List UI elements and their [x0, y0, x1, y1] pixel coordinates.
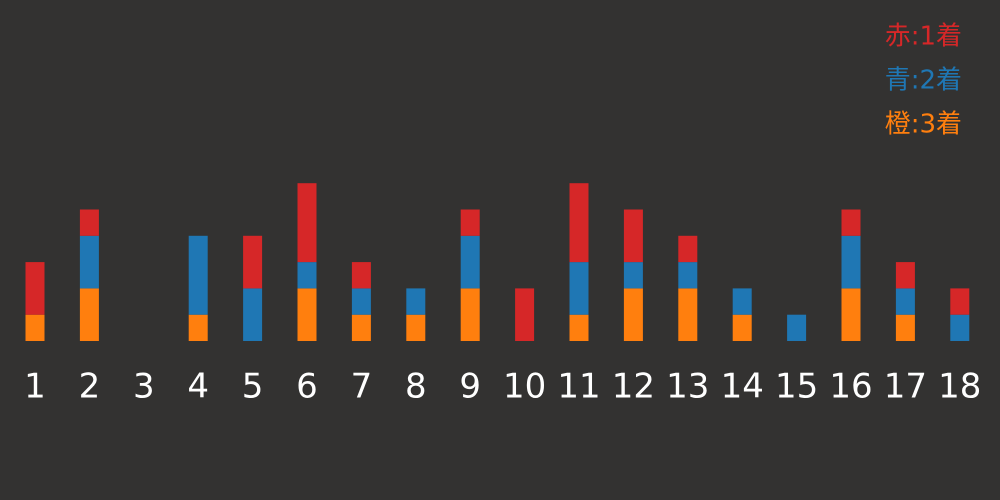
bar-segment	[188, 235, 208, 315]
x-tick-label: 13	[666, 367, 709, 407]
bar-segment	[732, 288, 752, 315]
x-tick-label: 14	[721, 367, 764, 407]
legend-entry: 橙:3着	[885, 110, 962, 140]
bar-segment	[732, 314, 752, 341]
bar-segment	[623, 262, 643, 289]
bar-segment	[25, 314, 45, 341]
bar-segment	[950, 314, 970, 341]
x-tick-label: 5	[242, 367, 264, 407]
bar-segment	[569, 183, 589, 263]
x-tick-label: 3	[133, 367, 155, 407]
bar-segment	[406, 314, 426, 341]
x-tick-label: 6	[296, 367, 318, 407]
bar-segment	[787, 314, 807, 341]
x-tick-label: 15	[775, 367, 818, 407]
bar-segment	[895, 314, 915, 341]
bar-segment	[297, 262, 317, 289]
bar-segment	[297, 288, 317, 341]
bar-segment	[460, 288, 480, 341]
bar-segment	[79, 235, 99, 289]
bar-segment	[841, 288, 861, 341]
x-tick-label: 4	[187, 367, 209, 407]
x-tick-label: 10	[503, 367, 546, 407]
bar-segment	[460, 235, 480, 289]
bar-segment	[623, 209, 643, 263]
bar-segment	[678, 288, 698, 341]
bar-segment	[515, 288, 535, 341]
bar-segment	[243, 235, 263, 289]
bar-segment	[188, 314, 208, 341]
bar-segment	[623, 288, 643, 341]
bar-segment	[79, 288, 99, 341]
x-tick-label: 9	[459, 367, 481, 407]
legend-entry: 赤:1着	[885, 22, 962, 52]
x-tick-label: 17	[884, 367, 927, 407]
bar-segment	[351, 314, 371, 341]
bar-segment	[297, 183, 317, 263]
x-tick-label: 18	[938, 367, 981, 407]
bar-segment	[950, 288, 970, 315]
bar-segment	[79, 209, 99, 236]
bar-segment	[678, 262, 698, 289]
bar-segment	[895, 288, 915, 315]
bar-segment	[841, 235, 861, 289]
bar-segment	[351, 288, 371, 315]
bar-segment	[351, 262, 371, 289]
bar-segment	[569, 314, 589, 341]
bar-segment	[895, 262, 915, 289]
x-tick-label: 2	[79, 367, 101, 407]
bar-segment	[678, 235, 698, 263]
legend-entry: 青:2着	[885, 66, 962, 96]
x-tick-label: 16	[829, 367, 872, 407]
bar-segment	[243, 288, 263, 341]
x-tick-label: 8	[405, 367, 427, 407]
x-tick-label: 7	[351, 367, 373, 407]
x-tick-label: 12	[612, 367, 655, 407]
bar-segment	[25, 262, 45, 315]
bar-segment	[569, 262, 589, 315]
x-tick-label: 1	[24, 367, 46, 407]
bar-segment	[841, 209, 861, 236]
x-tick-label: 11	[557, 367, 600, 407]
bar-segment	[460, 209, 480, 236]
bar-segment	[406, 288, 426, 315]
